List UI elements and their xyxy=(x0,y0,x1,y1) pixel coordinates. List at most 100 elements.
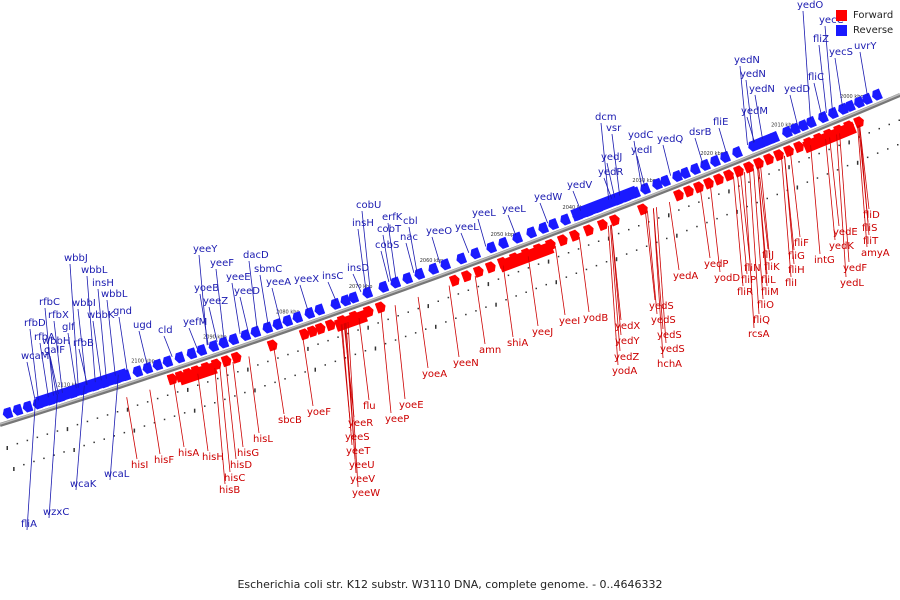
forward-gene-label: yeeN xyxy=(453,358,479,369)
minor-tick-lower-far xyxy=(284,378,286,380)
leader-line xyxy=(173,381,185,448)
minor-tick-lower xyxy=(36,436,39,439)
reverse-gene-arrow xyxy=(152,358,164,371)
forward-gene-label: hisD xyxy=(230,460,252,471)
minor-tick-lower-far xyxy=(776,193,778,196)
minor-tick-lower xyxy=(136,404,139,406)
reverse-gene-block xyxy=(570,185,639,222)
leader-line xyxy=(39,342,49,398)
minor-tick-lower xyxy=(567,252,570,254)
minor-tick-lower xyxy=(126,407,129,412)
minor-tick-lower-far xyxy=(605,261,608,263)
minor-tick-lower-far xyxy=(425,328,427,330)
forward-gene-label: yeeW xyxy=(352,488,380,499)
legend-forward-label: Forward xyxy=(853,10,894,21)
minor-tick-lower-far xyxy=(726,213,728,216)
forward-gene-label: flu xyxy=(363,401,376,412)
minor-tick-lower-far xyxy=(686,229,688,232)
leader-line xyxy=(188,327,198,349)
forward-gene-label: fliM xyxy=(761,287,779,298)
forward-gene-label: yeeI xyxy=(559,316,580,327)
leader-line xyxy=(48,394,58,519)
forward-gene-label: yoeF xyxy=(307,407,331,418)
reverse-gene-label: ugd xyxy=(133,320,152,331)
leader-line xyxy=(126,397,138,460)
leader-line xyxy=(239,296,249,332)
reverse-gene-arrow xyxy=(456,252,468,265)
minor-tick-lower xyxy=(467,289,470,291)
minor-tick-lower-far xyxy=(846,164,849,167)
forward-gene-label: fliJ xyxy=(762,250,774,261)
minor-tick-lower xyxy=(477,285,480,288)
reverse-gene-arrow xyxy=(798,119,809,132)
minor-tick-lower xyxy=(307,346,309,351)
forward-gene-label: amyA xyxy=(861,248,890,259)
forward-gene-arrow xyxy=(742,161,754,174)
minor-tick-lower-far xyxy=(475,310,477,312)
minor-tick-lower-far xyxy=(746,205,748,208)
forward-gene-label: yeeR xyxy=(348,418,373,429)
reverse-gene-arrow xyxy=(262,321,274,334)
minor-tick-lower-far xyxy=(856,160,859,165)
reverse-gene-label: wzxC xyxy=(43,507,69,518)
minor-tick-lower-far xyxy=(354,353,357,356)
leader-line xyxy=(636,155,645,186)
leader-line xyxy=(834,57,843,107)
reverse-gene-arrow xyxy=(12,403,24,416)
minor-tick-lower-far xyxy=(555,280,557,285)
minor-tick-lower-far xyxy=(836,169,839,171)
minor-tick-lower xyxy=(207,381,209,383)
reverse-gene-label: yeeX xyxy=(294,274,319,285)
leader-line xyxy=(749,170,760,315)
minor-tick-lower-far xyxy=(766,197,768,200)
leader-line xyxy=(460,232,470,253)
minor-tick-lower xyxy=(848,140,850,145)
reverse-gene-arrow xyxy=(196,343,208,356)
forward-gene-label: fliG xyxy=(788,251,805,262)
minor-tick-lower xyxy=(187,387,189,392)
leader-line xyxy=(231,282,241,335)
minor-tick-lower-far xyxy=(676,233,678,238)
leader-line xyxy=(47,346,57,395)
reverse-gene-label: yedD xyxy=(784,84,810,95)
reverse-gene-label: yecS xyxy=(829,47,853,58)
minor-tick-lower xyxy=(197,384,199,386)
reverse-gene-arrow xyxy=(378,280,390,293)
minor-tick-lower-far xyxy=(13,467,15,471)
reverse-gene-label: wcaM xyxy=(21,351,49,362)
reverse-gene-arrow xyxy=(340,294,352,307)
reverse-gene-label: cobT xyxy=(377,224,402,235)
minor-tick-lower-far xyxy=(706,221,708,224)
reverse-gene-label: cld xyxy=(158,325,173,336)
leader-line xyxy=(746,116,755,143)
genome-axis xyxy=(0,93,900,427)
forward-gene-label: fliP xyxy=(741,275,756,286)
leader-line xyxy=(248,356,260,434)
reverse-gene-label: rfbA xyxy=(34,332,55,343)
minor-tick-lower xyxy=(768,173,770,175)
tick-label: 2000 kbp xyxy=(840,94,864,100)
leader-line xyxy=(431,236,441,264)
tick-label: 2010 kbp xyxy=(771,122,795,128)
reverse-gene-label: yeeL xyxy=(455,222,479,233)
reverse-gene-label: yedQ xyxy=(657,134,683,145)
leader-line xyxy=(578,236,590,313)
minor-tick-lower-far xyxy=(897,144,899,146)
tick-label: 2030 kbp xyxy=(632,178,656,184)
minor-tick-lower xyxy=(56,430,59,432)
forward-gene-label: yeeV xyxy=(350,474,375,485)
legend-reverse: Reverse xyxy=(836,23,893,38)
reverse-gene-arrow xyxy=(560,213,572,226)
leader-line xyxy=(789,94,798,125)
forward-gene-arrow xyxy=(712,173,724,186)
leader-line xyxy=(810,145,821,255)
leader-line xyxy=(341,324,353,446)
minor-tick-lower-far xyxy=(394,339,397,341)
forward-gene-arrow xyxy=(230,351,242,364)
reverse-gene-label: wcaK xyxy=(70,479,97,490)
reverse-gene-arrow xyxy=(790,122,801,135)
reverse-gene-arrow xyxy=(292,311,304,324)
reverse-gene-arrow xyxy=(428,262,440,275)
leader-line xyxy=(753,168,764,300)
minor-tick-lower-far xyxy=(123,431,126,434)
